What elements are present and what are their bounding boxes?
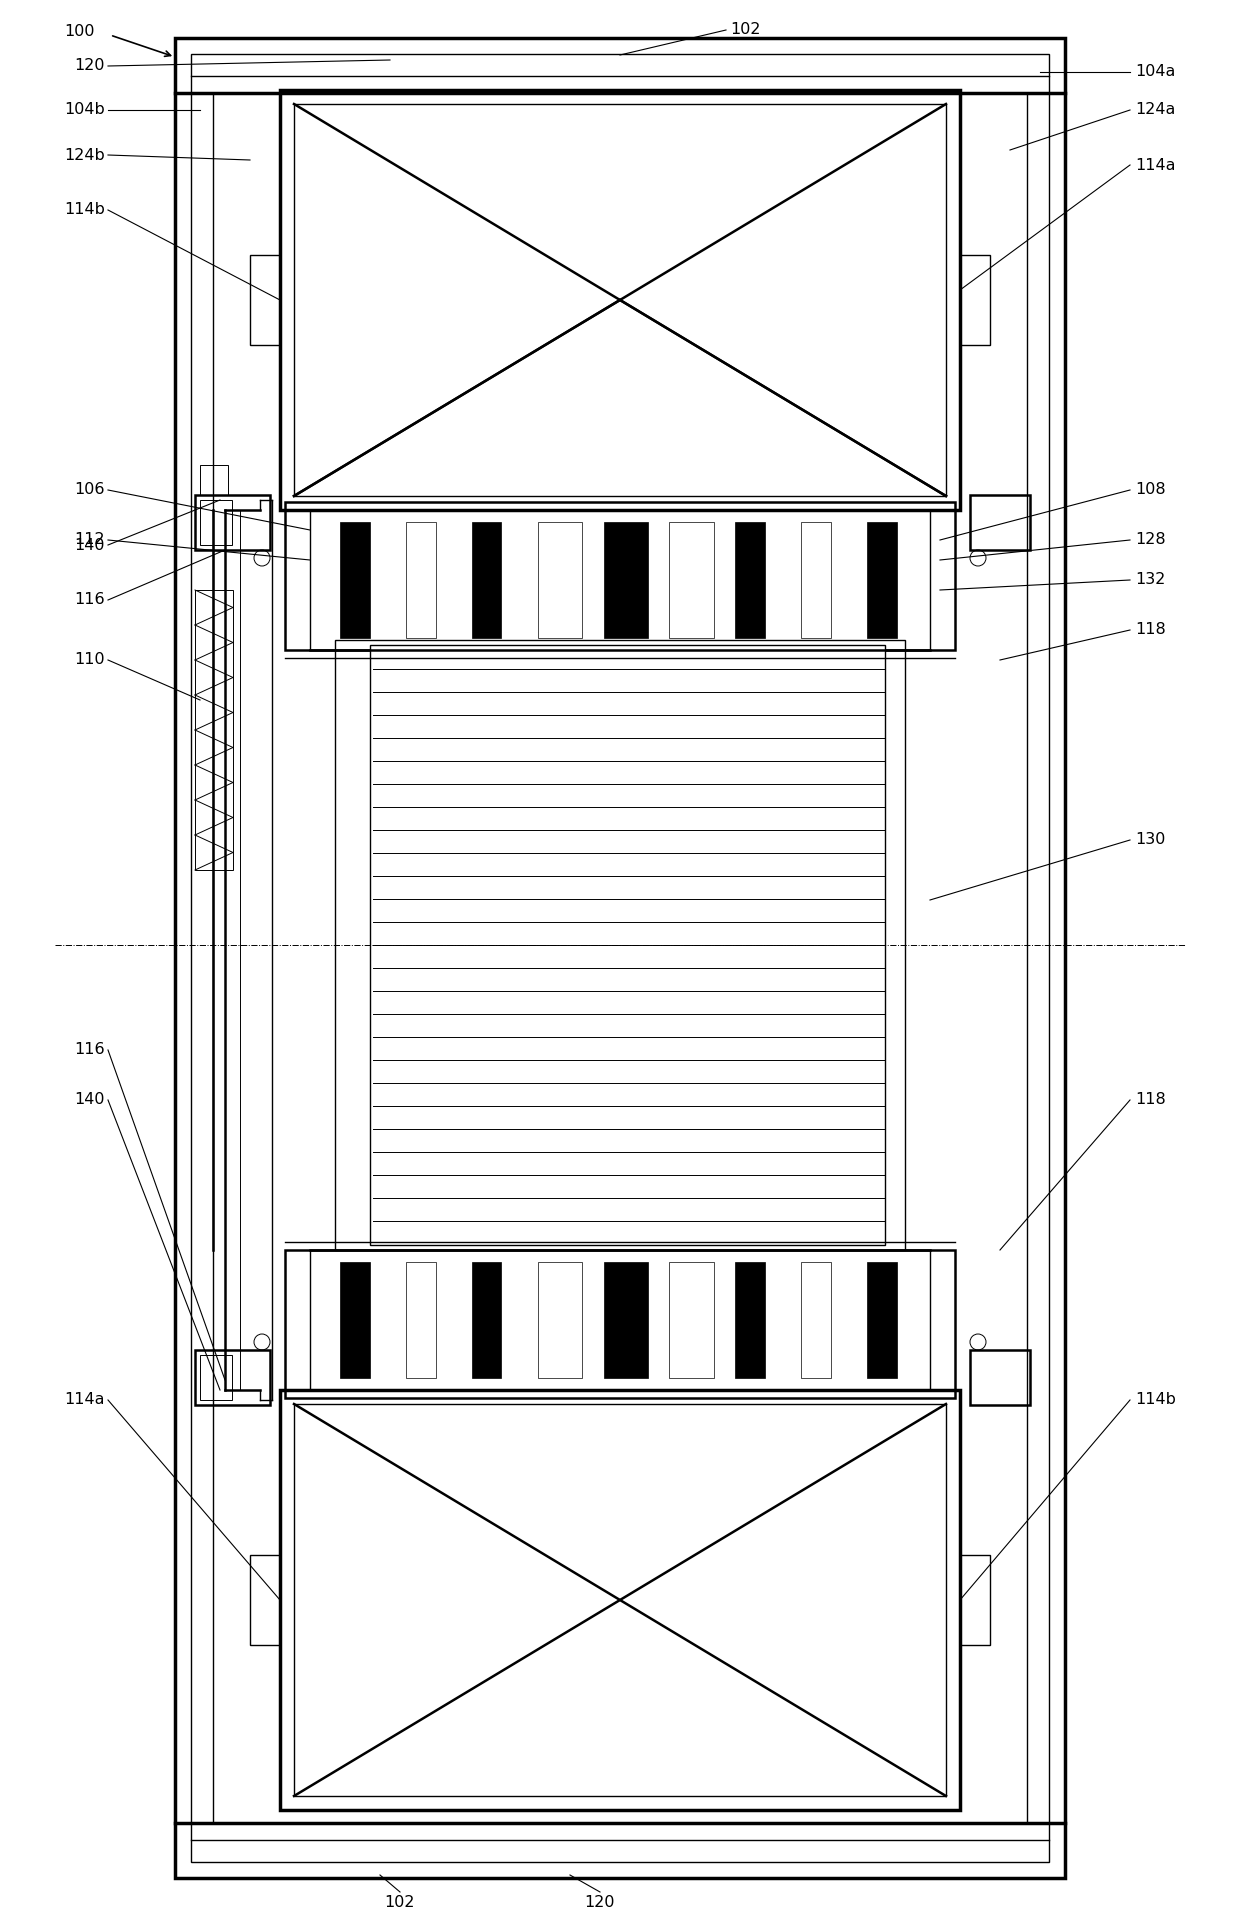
Bar bbox=[200, 1355, 232, 1399]
Text: 104b: 104b bbox=[64, 102, 105, 117]
Text: 110: 110 bbox=[74, 652, 105, 667]
Text: 106: 106 bbox=[74, 483, 105, 498]
Bar bbox=[294, 1403, 946, 1796]
Bar bbox=[285, 1250, 955, 1397]
Bar bbox=[195, 495, 270, 550]
Text: 130: 130 bbox=[1135, 832, 1166, 847]
Bar bbox=[867, 1261, 897, 1378]
Bar bbox=[340, 1261, 370, 1378]
Bar bbox=[670, 521, 714, 638]
Bar bbox=[310, 510, 930, 650]
Text: 112: 112 bbox=[74, 533, 105, 548]
Bar bbox=[370, 644, 885, 1244]
Bar bbox=[191, 54, 1049, 1861]
Text: 100: 100 bbox=[64, 25, 95, 40]
Bar bbox=[250, 255, 280, 345]
Bar bbox=[604, 1261, 649, 1378]
Text: 118: 118 bbox=[1135, 1093, 1166, 1108]
Bar bbox=[801, 1261, 831, 1378]
Bar bbox=[405, 521, 435, 638]
Text: 114b: 114b bbox=[64, 203, 105, 217]
Text: 140: 140 bbox=[74, 537, 105, 552]
Bar bbox=[340, 521, 370, 638]
Bar bbox=[471, 1261, 501, 1378]
Bar bbox=[960, 1555, 990, 1645]
Text: 120: 120 bbox=[585, 1896, 615, 1909]
Text: 124b: 124b bbox=[64, 148, 105, 163]
Bar bbox=[175, 38, 1065, 1879]
Text: 116: 116 bbox=[74, 1043, 105, 1058]
Bar bbox=[250, 1555, 280, 1645]
Bar bbox=[310, 1250, 930, 1390]
Bar bbox=[867, 521, 897, 638]
Bar bbox=[538, 521, 582, 638]
Text: 108: 108 bbox=[1135, 483, 1166, 498]
Bar bbox=[471, 521, 501, 638]
Text: 124a: 124a bbox=[1135, 102, 1176, 117]
Text: 118: 118 bbox=[1135, 623, 1166, 638]
Text: 114a: 114a bbox=[64, 1392, 105, 1407]
Text: 132: 132 bbox=[1135, 573, 1166, 587]
Bar bbox=[538, 1261, 582, 1378]
Bar bbox=[735, 1261, 765, 1378]
Text: 104a: 104a bbox=[1135, 65, 1176, 79]
Bar bbox=[195, 1350, 270, 1405]
Text: 114a: 114a bbox=[1135, 157, 1176, 173]
Bar bbox=[335, 640, 905, 1250]
Bar bbox=[200, 500, 232, 544]
Bar bbox=[960, 255, 990, 345]
Bar bbox=[405, 1261, 435, 1378]
Text: 114b: 114b bbox=[1135, 1392, 1176, 1407]
Bar bbox=[801, 521, 831, 638]
Text: 102: 102 bbox=[730, 23, 760, 38]
Text: 120: 120 bbox=[74, 59, 105, 73]
Bar bbox=[970, 1350, 1030, 1405]
Bar bbox=[604, 521, 649, 638]
Bar bbox=[285, 502, 955, 650]
Bar bbox=[280, 1390, 960, 1810]
Bar bbox=[280, 90, 960, 510]
Text: 140: 140 bbox=[74, 1093, 105, 1108]
Bar bbox=[735, 521, 765, 638]
Bar bbox=[195, 590, 233, 870]
Bar bbox=[970, 495, 1030, 550]
Bar bbox=[200, 466, 228, 495]
Bar bbox=[294, 104, 946, 497]
Text: 102: 102 bbox=[384, 1896, 415, 1909]
Bar bbox=[670, 1261, 714, 1378]
Text: 128: 128 bbox=[1135, 533, 1166, 548]
Text: 116: 116 bbox=[74, 592, 105, 608]
